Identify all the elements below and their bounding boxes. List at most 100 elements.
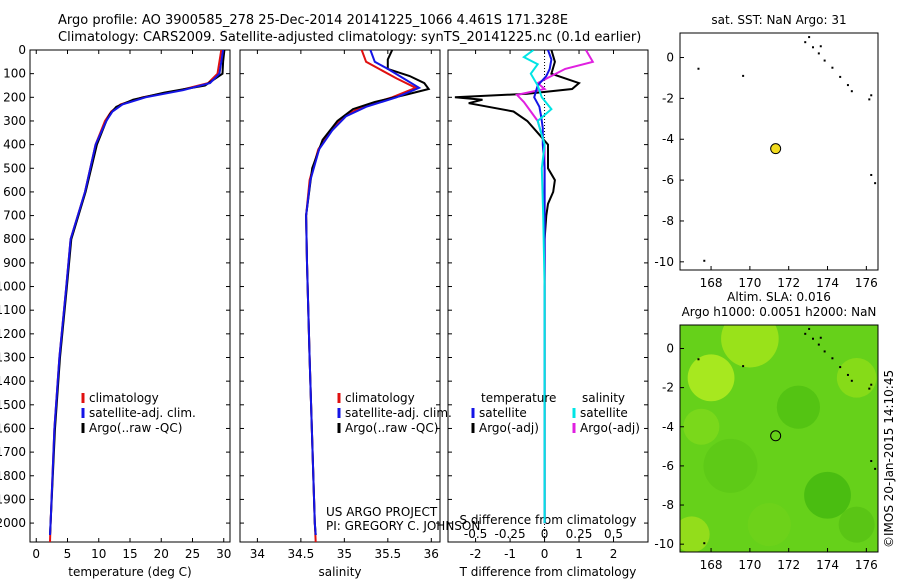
title-line-1: Argo profile: AO 3900585_278 25-Dec-2014… — [58, 13, 569, 28]
temperature-climatology-line — [49, 50, 223, 542]
map-x-tick-label: 168 — [700, 558, 723, 572]
diff-legend-t-argo-label: Argo(-adj) — [479, 421, 539, 435]
y-tick-label: 1600 — [0, 421, 26, 435]
sla-heatmap-cell — [680, 516, 710, 552]
difference-plot-frame — [447, 49, 649, 543]
y-tick-label: 1900 — [0, 492, 26, 506]
argo-float-marker — [770, 143, 782, 155]
island-mark — [874, 467, 877, 470]
y-tick-label: 900 — [3, 256, 26, 270]
salinity-xlabel: salinity — [318, 565, 361, 579]
y-tick-label: 100 — [3, 67, 26, 81]
map-y-tick-label: -8 — [662, 214, 674, 228]
island-mark — [823, 59, 826, 62]
map-x-tick-label: 176 — [855, 276, 878, 290]
island-mark — [846, 373, 849, 376]
temperature-legend-satellite-label: satellite-adj. clim. — [89, 406, 196, 420]
sla-heatmap-cell — [776, 385, 821, 429]
y-tick-label: 1000 — [0, 280, 26, 294]
island-mark — [831, 66, 834, 69]
temperature-legend-argo-label: Argo(..raw -QC) — [89, 421, 182, 435]
temperature-satellite-line — [49, 50, 225, 535]
island-mark — [812, 337, 814, 340]
map-x-tick-label: 174 — [816, 276, 839, 290]
island-mark — [839, 75, 842, 78]
argo-float-marker — [770, 430, 782, 442]
x-tick-label: 20 — [154, 547, 169, 561]
sla-heatmap-cell — [836, 358, 877, 398]
map-x-tick-label: 176 — [855, 558, 878, 572]
project-line-2: PI: GREGORY C. JOHNSON — [326, 519, 480, 533]
map-y-tick-label: -4 — [662, 420, 674, 434]
island-mark — [846, 84, 849, 87]
x-tick-label: 35.5 — [374, 547, 401, 561]
salinity-legend-satellite-label: satellite-adj. clim. — [345, 406, 452, 420]
island-mark — [850, 379, 853, 382]
map-x-tick-label: 172 — [777, 558, 800, 572]
map-y-tick-label: -2 — [662, 91, 674, 105]
map-bottom-title-2: Argo h1000: 0.0051 h2000: NaN — [682, 305, 877, 319]
y-tick-label: 1100 — [0, 303, 26, 317]
sla-heatmap-cell — [747, 503, 791, 547]
y-tick-label: 1500 — [0, 398, 26, 412]
map-y-tick-label: -2 — [662, 381, 674, 395]
island-mark — [850, 90, 853, 93]
x-tick-label: 1 — [575, 547, 583, 561]
island-mark — [823, 350, 826, 353]
x-tick-label: 34 — [250, 547, 265, 561]
diff-legend-t-satellite-label: satellite — [479, 406, 527, 420]
map-x-tick-label: 170 — [738, 558, 761, 572]
y-tick-label: 300 — [3, 114, 26, 128]
y-tick-label: 600 — [3, 185, 26, 199]
island-mark — [831, 357, 834, 360]
map-y-tick-label: -6 — [662, 459, 674, 473]
map-bottom-title-1: Altim. SLA: 0.016 — [727, 290, 831, 304]
t-diff-xlabel: T difference from climatology — [459, 565, 637, 579]
y-tick-label: 500 — [3, 161, 26, 175]
y-tick-label: 800 — [3, 232, 26, 246]
temperature-xlabel: temperature (deg C) — [68, 565, 191, 579]
s-diff-tick-label: 0.5 — [604, 527, 623, 541]
map-top-frame — [679, 32, 879, 271]
temperature-plot-frame — [29, 49, 231, 543]
s-diff-tick-label: 0 — [541, 527, 549, 541]
temperature-argo-line — [49, 50, 226, 535]
island-mark — [804, 41, 807, 44]
x-tick-label: 25 — [185, 547, 200, 561]
imos-watermark: ©IMOS 20-Jan-2015 14:10:45 — [882, 370, 896, 548]
map-x-tick-label: 170 — [738, 276, 761, 290]
title-line-2: Climatology: CARS2009. Satellite-adjuste… — [58, 30, 642, 45]
island-mark — [819, 45, 822, 48]
t-diff-argo-line — [454, 50, 581, 524]
map-x-tick-label: 172 — [777, 276, 800, 290]
x-tick-label: 35 — [337, 547, 352, 561]
map-y-tick-label: -4 — [662, 132, 674, 146]
island-mark — [868, 98, 871, 101]
x-tick-label: 0 — [32, 547, 40, 561]
island-mark — [839, 366, 842, 369]
map-y-tick-label: 0 — [666, 341, 674, 355]
island-mark — [874, 182, 877, 185]
y-tick-label: 2000 — [0, 516, 26, 530]
island-mark — [703, 259, 706, 262]
island-mark — [870, 94, 873, 97]
salinity-legend-climatology-label: climatology — [345, 391, 415, 405]
island-mark — [868, 387, 871, 390]
diff-legend-s-head: salinity — [582, 391, 625, 405]
s-diff-xlabel: S difference from climatology — [460, 513, 637, 527]
island-mark — [817, 343, 820, 346]
x-tick-label: 0 — [541, 547, 549, 561]
temperature-legend-climatology-label: climatology — [89, 391, 159, 405]
map-x-tick-label: 168 — [700, 276, 723, 290]
y-tick-label: 1400 — [0, 374, 26, 388]
island-mark — [742, 74, 745, 77]
x-tick-label: 10 — [91, 547, 106, 561]
y-tick-label: 200 — [3, 90, 26, 104]
salinity-plot-frame — [239, 49, 441, 543]
island-mark — [697, 67, 700, 70]
island-mark — [804, 332, 807, 335]
salinity-climatology-line — [305, 50, 419, 542]
x-tick-label: 15 — [122, 547, 137, 561]
y-tick-label: 1800 — [0, 469, 26, 483]
